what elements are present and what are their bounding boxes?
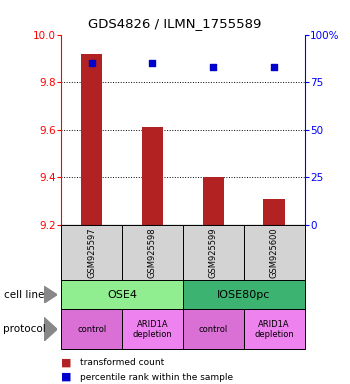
Text: OSE4: OSE4 [107, 290, 137, 300]
Bar [203, 177, 224, 225]
Text: GSM925600: GSM925600 [270, 227, 279, 278]
Text: percentile rank within the sample: percentile rank within the sample [80, 372, 234, 382]
Text: transformed count: transformed count [80, 358, 165, 367]
Polygon shape [44, 317, 57, 341]
Text: GDS4826 / ILMN_1755589: GDS4826 / ILMN_1755589 [88, 17, 262, 30]
Polygon shape [44, 286, 57, 303]
Text: protocol: protocol [4, 324, 46, 334]
Text: cell line: cell line [4, 290, 44, 300]
Text: control: control [77, 325, 106, 334]
Text: control: control [199, 325, 228, 334]
Text: IOSE80pc: IOSE80pc [217, 290, 270, 300]
Text: GSM925597: GSM925597 [87, 227, 96, 278]
Text: ARID1A
depletion: ARID1A depletion [254, 319, 294, 339]
Point [89, 60, 95, 66]
Bar [142, 127, 163, 225]
Point [271, 64, 277, 70]
Text: ■: ■ [61, 358, 72, 368]
Text: GSM925598: GSM925598 [148, 227, 157, 278]
Bar [264, 199, 285, 225]
Text: ■: ■ [61, 372, 72, 382]
Text: ARID1A
depletion: ARID1A depletion [133, 319, 172, 339]
Point [150, 60, 155, 66]
Bar [81, 54, 102, 225]
Point [210, 64, 216, 70]
Text: GSM925599: GSM925599 [209, 227, 218, 278]
